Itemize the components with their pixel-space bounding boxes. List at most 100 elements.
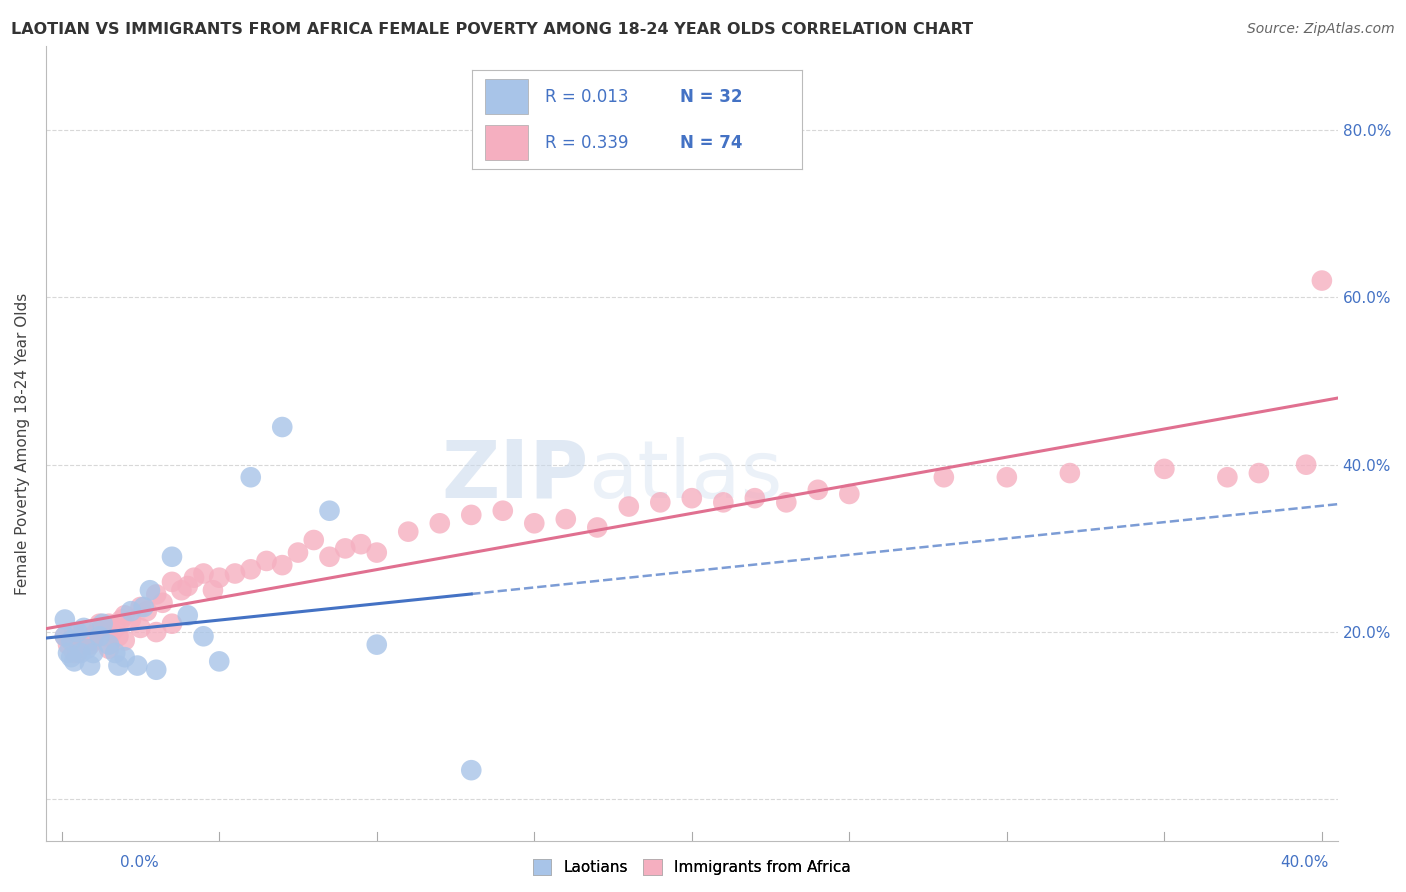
Point xyxy=(98,638,121,652)
Point xyxy=(110,613,132,627)
Point xyxy=(932,470,955,484)
Point xyxy=(208,654,231,668)
Point xyxy=(73,625,96,640)
Point xyxy=(160,616,183,631)
Point xyxy=(145,663,167,677)
Point xyxy=(86,625,108,640)
Point xyxy=(335,541,357,556)
Point xyxy=(193,566,215,581)
Point xyxy=(1059,466,1081,480)
Point xyxy=(318,504,340,518)
Point xyxy=(429,516,451,531)
Point xyxy=(104,646,127,660)
Point xyxy=(160,549,183,564)
Point xyxy=(177,608,200,623)
Point xyxy=(492,504,515,518)
Y-axis label: Female Poverty Among 18-24 Year Olds: Female Poverty Among 18-24 Year Olds xyxy=(15,293,30,595)
Point xyxy=(350,537,373,551)
Point xyxy=(104,621,127,635)
Point xyxy=(170,583,193,598)
Text: 0.0%: 0.0% xyxy=(120,855,159,870)
Text: LAOTIAN VS IMMIGRANTS FROM AFRICA FEMALE POVERTY AMONG 18-24 YEAR OLDS CORRELATI: LAOTIAN VS IMMIGRANTS FROM AFRICA FEMALE… xyxy=(11,22,973,37)
Point xyxy=(82,633,104,648)
Point xyxy=(60,650,83,665)
Point xyxy=(617,500,640,514)
Point xyxy=(287,545,309,559)
Point xyxy=(82,629,104,643)
Point xyxy=(139,583,162,598)
Point xyxy=(208,571,231,585)
Point xyxy=(66,625,89,640)
Point xyxy=(160,574,183,589)
Point xyxy=(271,420,294,434)
Point xyxy=(120,604,142,618)
Point xyxy=(114,633,136,648)
Point xyxy=(66,638,89,652)
Point xyxy=(145,587,167,601)
Point xyxy=(256,554,278,568)
Point xyxy=(132,599,155,614)
Point xyxy=(76,638,98,652)
Point xyxy=(101,625,124,640)
Point xyxy=(807,483,830,497)
Point xyxy=(89,616,111,631)
Point xyxy=(66,646,89,660)
Point xyxy=(460,763,482,777)
Point xyxy=(224,566,246,581)
Point xyxy=(586,520,609,534)
Point xyxy=(838,487,860,501)
Text: ZIP: ZIP xyxy=(441,436,589,515)
Text: Source: ZipAtlas.com: Source: ZipAtlas.com xyxy=(1247,22,1395,37)
Point xyxy=(79,638,101,652)
Point xyxy=(995,470,1018,484)
Point xyxy=(201,583,224,598)
Point xyxy=(177,579,200,593)
Point xyxy=(460,508,482,522)
Text: atlas: atlas xyxy=(589,436,783,515)
Point xyxy=(1216,470,1239,484)
Point xyxy=(145,625,167,640)
Point xyxy=(554,512,576,526)
Point xyxy=(69,629,91,643)
Point xyxy=(193,629,215,643)
Point xyxy=(318,549,340,564)
Point xyxy=(63,654,86,668)
Point xyxy=(523,516,546,531)
Point xyxy=(152,596,174,610)
Point xyxy=(89,629,111,643)
Point xyxy=(127,658,149,673)
Point xyxy=(239,470,262,484)
Point xyxy=(63,646,86,660)
Point xyxy=(60,633,83,648)
Point xyxy=(129,599,152,614)
Point xyxy=(271,558,294,573)
Point xyxy=(1310,274,1333,288)
Point xyxy=(98,641,121,656)
Point xyxy=(129,621,152,635)
Point xyxy=(135,604,157,618)
Point xyxy=(60,633,83,648)
Point xyxy=(53,629,76,643)
Point xyxy=(396,524,419,539)
Point xyxy=(76,641,98,656)
Point xyxy=(76,633,98,648)
Point xyxy=(63,625,86,640)
Point xyxy=(53,613,76,627)
Point xyxy=(1153,462,1175,476)
Point xyxy=(107,629,129,643)
Point xyxy=(114,650,136,665)
Point xyxy=(82,646,104,660)
Point xyxy=(91,621,114,635)
Point xyxy=(366,545,388,559)
Point xyxy=(183,571,205,585)
Text: 40.0%: 40.0% xyxy=(1281,855,1329,870)
Point xyxy=(56,638,79,652)
Point xyxy=(1247,466,1270,480)
Point xyxy=(94,629,117,643)
Point xyxy=(681,491,703,505)
Point xyxy=(120,613,142,627)
Point xyxy=(744,491,766,505)
Point xyxy=(79,658,101,673)
Legend: Laotians, Immigrants from Africa: Laotians, Immigrants from Africa xyxy=(527,853,856,881)
Point xyxy=(302,533,325,547)
